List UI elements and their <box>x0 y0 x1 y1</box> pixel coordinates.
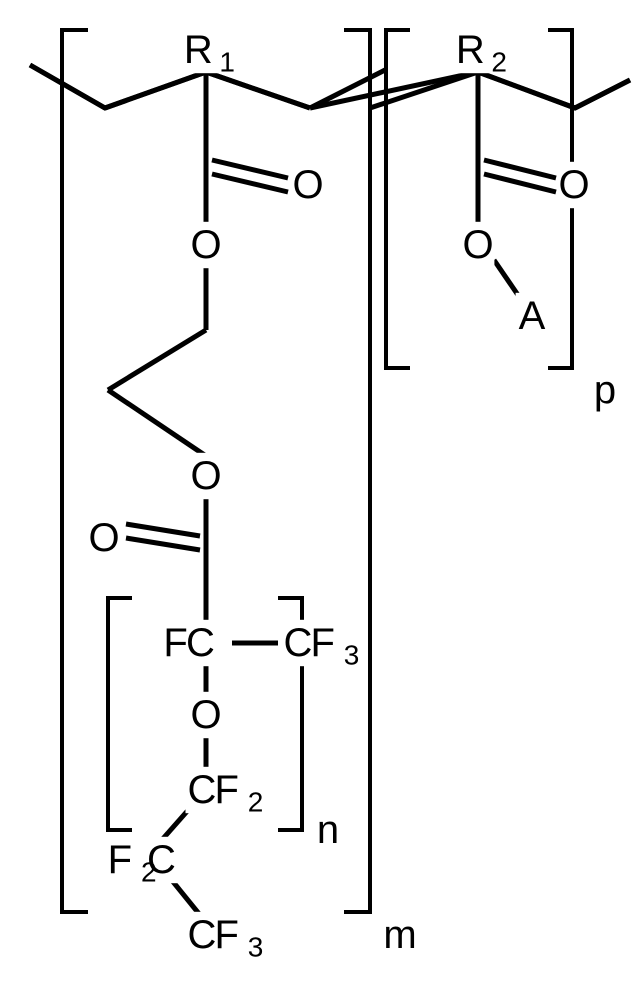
subscript-n: n <box>317 808 339 852</box>
svg-text:F: F <box>310 621 334 665</box>
bracket <box>62 30 88 912</box>
atom-R1: R1 <box>182 27 235 78</box>
svg-text:F: F <box>214 768 238 812</box>
bracket <box>344 30 370 912</box>
svg-text:A: A <box>519 294 546 338</box>
bracket <box>386 30 410 368</box>
atom-CF3a: CF3 <box>282 620 360 671</box>
svg-text:C: C <box>187 768 216 812</box>
svg-text:R: R <box>456 28 485 72</box>
svg-text:O: O <box>88 516 119 560</box>
bond <box>126 524 200 536</box>
atom-CF3b: CF3 <box>186 912 264 963</box>
bond <box>494 260 520 298</box>
atom-CF2a: CF2 <box>186 767 264 818</box>
atom-O5: O <box>190 453 223 499</box>
atom-F2C: F2C <box>104 837 178 888</box>
svg-text:2: 2 <box>491 47 507 78</box>
subscript-m: m <box>383 913 416 957</box>
subscript-p: p <box>594 368 616 412</box>
bond <box>575 80 630 108</box>
svg-text:3: 3 <box>344 640 360 671</box>
svg-text:F: F <box>214 913 238 957</box>
svg-text:O: O <box>462 223 493 267</box>
bond <box>30 65 105 108</box>
atom-FC: FC <box>159 620 217 666</box>
bond <box>126 538 200 550</box>
bond <box>105 72 206 108</box>
bond <box>108 330 206 390</box>
svg-text:p: p <box>594 368 616 412</box>
svg-text:O: O <box>292 163 323 207</box>
atom-O2: O <box>190 222 223 268</box>
svg-text:O: O <box>190 223 221 267</box>
svg-text:O: O <box>190 454 221 498</box>
atom-A: A <box>516 293 549 339</box>
svg-text:F: F <box>108 838 132 882</box>
atom-R2: R2 <box>454 27 507 78</box>
svg-text:C: C <box>283 621 312 665</box>
svg-text:C: C <box>187 913 216 957</box>
svg-text:3: 3 <box>248 932 264 963</box>
bond <box>108 390 206 456</box>
atom-O1: O <box>292 162 325 208</box>
bracket <box>108 598 132 830</box>
atom-O6: O <box>88 515 121 561</box>
svg-text:C: C <box>147 838 176 882</box>
atom-O4: O <box>462 222 495 268</box>
svg-text:O: O <box>558 163 589 207</box>
bond <box>170 878 200 915</box>
atom-O7: O <box>190 692 223 738</box>
svg-text:F: F <box>163 621 187 665</box>
svg-text:1: 1 <box>219 47 235 78</box>
svg-text:O: O <box>190 693 221 737</box>
atom-O3: O <box>558 162 591 208</box>
svg-text:n: n <box>317 808 339 852</box>
svg-text:2: 2 <box>248 787 264 818</box>
svg-text:R: R <box>184 28 213 72</box>
svg-text:m: m <box>383 913 416 957</box>
svg-text:C: C <box>186 621 215 665</box>
